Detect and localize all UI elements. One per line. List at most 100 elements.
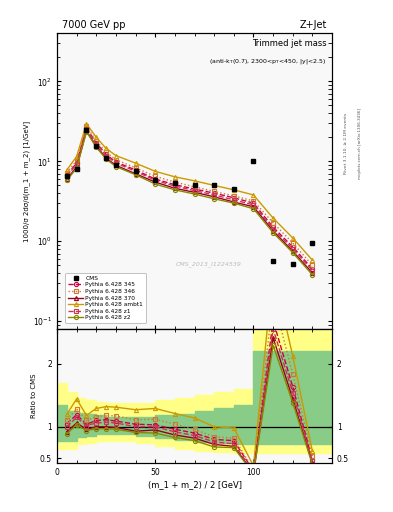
Pythia 6.428 370 [64, 176, 69, 182]
Pythia 6.428 370 [153, 179, 158, 185]
Pythia 6.428 346 [133, 165, 138, 171]
Pythia 6.428 z2 [114, 163, 118, 169]
Pythia 6.428 345 [94, 140, 99, 146]
Pythia 6.428 370 [74, 164, 79, 170]
Pythia 6.428 z2 [212, 196, 217, 202]
Pythia 6.428 ambt1 [212, 182, 217, 188]
Pythia 6.428 370 [290, 248, 295, 254]
Line: Pythia 6.428 ambt1: Pythia 6.428 ambt1 [65, 122, 314, 262]
Pythia 6.428 z2 [251, 206, 256, 212]
Pythia 6.428 z2 [173, 187, 177, 193]
Pythia 6.428 370 [84, 128, 89, 134]
Pythia 6.428 ambt1 [173, 174, 177, 180]
Pythia 6.428 z1 [104, 153, 108, 159]
Pythia 6.428 345 [290, 244, 295, 250]
Pythia 6.428 370 [251, 204, 256, 210]
Pythia 6.428 ambt1 [192, 178, 197, 184]
Pythia 6.428 ambt1 [114, 153, 118, 159]
Pythia 6.428 z1 [271, 226, 275, 232]
Pythia 6.428 370 [104, 155, 108, 161]
Pythia 6.428 370 [212, 194, 217, 200]
Legend: CMS, Pythia 6.428 345, Pythia 6.428 346, Pythia 6.428 370, Pythia 6.428 ambt1, P: CMS, Pythia 6.428 345, Pythia 6.428 346,… [65, 273, 146, 323]
Pythia 6.428 370 [310, 270, 315, 276]
Pythia 6.428 ambt1 [310, 257, 315, 263]
Pythia 6.428 370 [173, 185, 177, 191]
Line: Pythia 6.428 346: Pythia 6.428 346 [65, 124, 314, 267]
Text: 7000 GeV pp: 7000 GeV pp [62, 20, 126, 30]
Pythia 6.428 ambt1 [84, 121, 89, 127]
Line: Pythia 6.428 370: Pythia 6.428 370 [65, 129, 314, 275]
Text: Trimmed jet mass: Trimmed jet mass [252, 39, 327, 48]
Pythia 6.428 z1 [231, 197, 236, 203]
Pythia 6.428 z1 [192, 187, 197, 194]
Pythia 6.428 345 [74, 160, 79, 166]
Pythia 6.428 z2 [74, 165, 79, 172]
Pythia 6.428 ambt1 [251, 192, 256, 198]
Pythia 6.428 346 [251, 198, 256, 204]
Pythia 6.428 370 [231, 199, 236, 205]
Pythia 6.428 z2 [192, 191, 197, 197]
Y-axis label: Ratio to CMS: Ratio to CMS [31, 374, 37, 418]
Pythia 6.428 z1 [173, 183, 177, 189]
Pythia 6.428 z1 [84, 126, 89, 132]
Pythia 6.428 346 [212, 188, 217, 195]
Pythia 6.428 370 [94, 143, 99, 149]
Pythia 6.428 z1 [290, 246, 295, 252]
Pythia 6.428 370 [271, 228, 275, 234]
Pythia 6.428 z2 [290, 250, 295, 256]
Pythia 6.428 z1 [64, 173, 69, 179]
Pythia 6.428 345 [192, 186, 197, 192]
Text: (anti-k$_\mathsf{T}$(0.7), 2300<p$_\mathsf{T}$<450, |y|<2.5): (anti-k$_\mathsf{T}$(0.7), 2300<p$_\math… [209, 57, 327, 66]
Pythia 6.428 z1 [74, 161, 79, 167]
Pythia 6.428 z2 [310, 272, 315, 278]
Pythia 6.428 346 [290, 240, 295, 246]
Pythia 6.428 z2 [94, 144, 99, 151]
Pythia 6.428 ambt1 [133, 160, 138, 166]
Pythia 6.428 346 [74, 158, 79, 164]
Text: CMS_2013_I1224539: CMS_2013_I1224539 [175, 261, 241, 267]
Pythia 6.428 ambt1 [104, 145, 108, 152]
Pythia 6.428 346 [173, 179, 177, 185]
Line: Pythia 6.428 z1: Pythia 6.428 z1 [65, 127, 314, 272]
Pythia 6.428 345 [104, 152, 108, 158]
Pythia 6.428 z2 [153, 181, 158, 187]
Text: Rivet 3.1.10, ≥ 2.1M events: Rivet 3.1.10, ≥ 2.1M events [344, 113, 348, 174]
Pythia 6.428 345 [153, 176, 158, 182]
Pythia 6.428 346 [192, 184, 197, 190]
Pythia 6.428 345 [271, 224, 275, 230]
Pythia 6.428 z1 [212, 192, 217, 198]
Pythia 6.428 345 [84, 125, 89, 131]
Pythia 6.428 z1 [114, 160, 118, 166]
Pythia 6.428 346 [153, 173, 158, 179]
Pythia 6.428 370 [133, 170, 138, 177]
Pythia 6.428 346 [114, 157, 118, 163]
Line: Pythia 6.428 z2: Pythia 6.428 z2 [65, 130, 314, 277]
Pythia 6.428 345 [114, 159, 118, 165]
Pythia 6.428 345 [310, 266, 315, 272]
Pythia 6.428 345 [64, 172, 69, 178]
Pythia 6.428 ambt1 [290, 235, 295, 241]
Pythia 6.428 346 [104, 149, 108, 155]
Text: Z+Jet: Z+Jet [299, 20, 327, 30]
Pythia 6.428 z1 [310, 267, 315, 273]
Pythia 6.428 346 [271, 220, 275, 226]
Line: Pythia 6.428 345: Pythia 6.428 345 [65, 126, 314, 271]
Pythia 6.428 370 [192, 189, 197, 196]
Pythia 6.428 346 [94, 138, 99, 144]
Pythia 6.428 z2 [104, 156, 108, 162]
Pythia 6.428 z1 [251, 202, 256, 208]
Pythia 6.428 ambt1 [94, 134, 99, 140]
Pythia 6.428 ambt1 [153, 168, 158, 175]
Pythia 6.428 346 [231, 193, 236, 199]
Pythia 6.428 345 [251, 200, 256, 206]
Pythia 6.428 z2 [133, 172, 138, 178]
Pythia 6.428 ambt1 [74, 154, 79, 160]
Pythia 6.428 z1 [133, 168, 138, 175]
Pythia 6.428 345 [173, 182, 177, 188]
Pythia 6.428 z2 [84, 129, 89, 135]
Pythia 6.428 345 [212, 190, 217, 196]
Text: mcplots.cern.ch [arXiv:1306.3436]: mcplots.cern.ch [arXiv:1306.3436] [358, 108, 362, 179]
Pythia 6.428 370 [114, 162, 118, 168]
X-axis label: (m_1 + m_2) / 2 [GeV]: (m_1 + m_2) / 2 [GeV] [147, 480, 242, 489]
Pythia 6.428 z2 [231, 200, 236, 206]
